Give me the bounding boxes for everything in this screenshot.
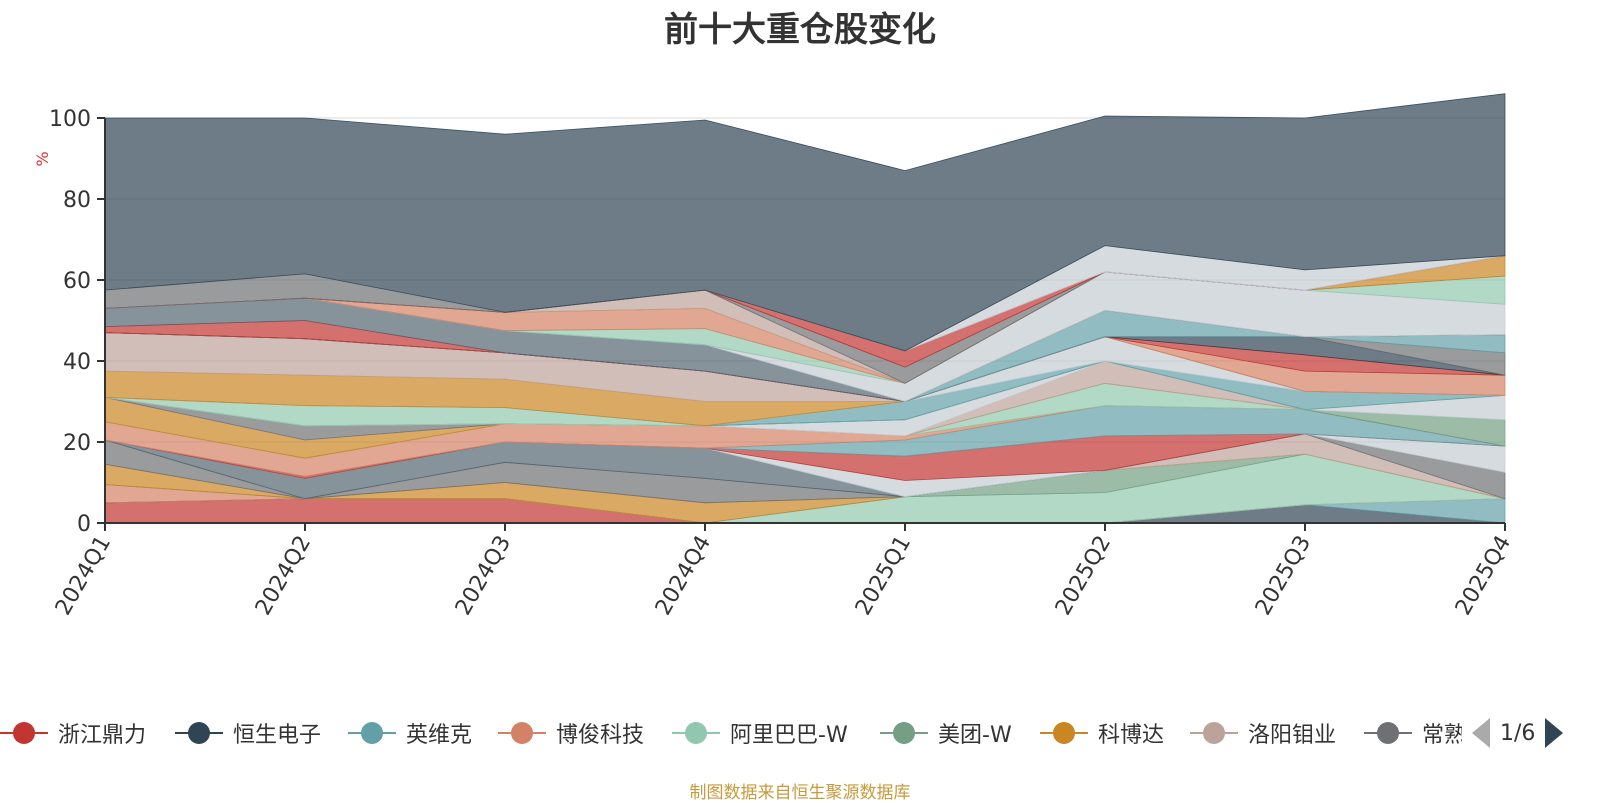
x-tick-label: 2025Q1 xyxy=(851,532,916,620)
stacked-areas xyxy=(104,93,1506,524)
legend-page-indicator: 1/6 xyxy=(1500,720,1536,746)
legend-label: 洛阳钼业 xyxy=(1248,723,1337,748)
legend-label: 美团-W xyxy=(938,723,1012,748)
legend-label: 科博达 xyxy=(1098,723,1165,748)
x-tick-label: 2025Q2 xyxy=(1051,532,1116,620)
y-tick-label: 100 xyxy=(49,107,91,132)
x-tick-label: 2024Q1 xyxy=(51,532,116,620)
legend-item[interactable]: 恒生电子 xyxy=(175,716,321,750)
legend-pager: 1/6 xyxy=(1472,716,1564,750)
legend-item[interactable]: 洛阳钼业 xyxy=(1190,716,1336,750)
triangle-left-icon[interactable] xyxy=(1472,718,1490,748)
source-note: 制图数据来自恒生聚源数据库 xyxy=(689,783,911,803)
legend-label: 英维克 xyxy=(406,723,473,748)
legend-label: 博俊科技 xyxy=(556,723,645,748)
y-tick-label: 60 xyxy=(63,269,91,294)
legend-marker-icon xyxy=(0,716,48,750)
legend-marker-icon xyxy=(498,716,546,750)
x-tick-label: 2025Q3 xyxy=(1251,532,1316,620)
legend-item[interactable]: 科博达 xyxy=(1040,716,1164,750)
legend-item[interactable]: 美团-W xyxy=(880,716,1012,750)
legend-item[interactable]: 英维克 xyxy=(348,716,472,750)
legend-marker-icon xyxy=(348,716,396,750)
legend-marker-icon xyxy=(1040,716,1088,750)
legend-item[interactable]: 常熟银行 xyxy=(1364,716,1462,750)
y-tick-label: 0 xyxy=(77,512,91,537)
legend-item[interactable]: 浙江鼎力 xyxy=(0,716,146,750)
area-series-42 xyxy=(104,93,1506,352)
legend-marker-icon xyxy=(175,716,223,750)
legend-marker-icon xyxy=(1364,716,1412,750)
chart-title: 前十大重仓股变化 xyxy=(664,10,936,50)
legend-item[interactable]: 阿里巴巴-W xyxy=(672,716,848,750)
y-axis-unit: % xyxy=(33,151,52,166)
legend: 浙江鼎力 恒生电子 英维克 博俊科技 阿里巴巴-W 美团-W 科博达 洛阳钼业 常熟银行 xyxy=(0,716,1462,756)
triangle-right-icon[interactable] xyxy=(1545,718,1564,748)
legend-marker-icon xyxy=(672,716,720,750)
x-tick-label: 2024Q4 xyxy=(651,532,716,620)
legend-marker-icon xyxy=(880,716,928,750)
legend-label: 浙江鼎力 xyxy=(58,723,147,748)
legend-marker-icon xyxy=(1190,716,1238,750)
x-tick-label: 2024Q3 xyxy=(451,532,516,620)
legend-label: 常熟银行 xyxy=(1422,723,1462,748)
legend-label: 恒生电子 xyxy=(233,723,322,748)
chart-plot: 0 20 40 60 80 100% 2024Q1 2024Q2 2024Q3 2024Q4 202… xyxy=(33,93,1516,620)
legend-item[interactable]: 博俊科技 xyxy=(498,716,644,750)
y-tick-label: 20 xyxy=(63,431,91,456)
legend-label: 阿里巴巴-W xyxy=(730,723,848,748)
x-tick-label: 2024Q2 xyxy=(251,532,316,620)
x-tick-label: 2025Q4 xyxy=(1451,532,1516,620)
y-tick-label: 40 xyxy=(63,350,91,375)
y-tick-label: 80 xyxy=(63,188,91,213)
